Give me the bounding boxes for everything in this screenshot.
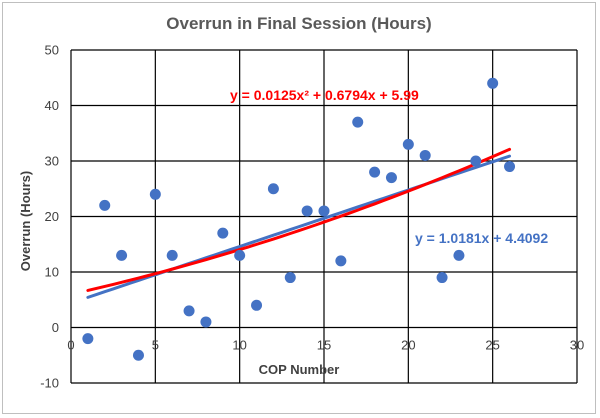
tick-labels: 0 5 10 15 20 25 30 -10 0 10 20 30 40 50 (40, 43, 584, 391)
chart-frame: Overrun in Final Session (Hours) 0 5 10 15 2… (2, 2, 596, 414)
data-point (149, 188, 161, 200)
x-tick-label: 10 (232, 338, 246, 353)
x-tick-label: 5 (152, 338, 159, 353)
data-point (183, 305, 195, 317)
data-point (487, 77, 499, 89)
data-point (385, 172, 397, 184)
data-point (284, 272, 296, 284)
x-tick-label: 15 (317, 338, 331, 353)
data-point (318, 205, 330, 217)
y-axis-label: Overrun (Hours) (18, 171, 33, 271)
data-point (217, 227, 229, 239)
y-tick-label: -10 (40, 376, 59, 391)
x-tick-label: 30 (570, 338, 584, 353)
y-tick-label: 0 (52, 320, 59, 335)
data-point (166, 249, 178, 261)
x-axis-label: COP Number (259, 362, 340, 377)
y-tick-label: 20 (45, 209, 59, 224)
data-point (234, 249, 246, 261)
data-point (301, 205, 313, 217)
polynomial-trendline (86, 147, 512, 292)
data-point (116, 249, 128, 261)
data-point (99, 199, 111, 211)
chart-title: Overrun in Final Session (Hours) (166, 14, 431, 33)
data-point (200, 316, 212, 328)
data-point (504, 161, 516, 173)
data-point (402, 138, 414, 150)
data-points (82, 77, 516, 361)
data-point (369, 166, 381, 178)
y-tick-label: 10 (45, 265, 59, 280)
x-tick-label: 20 (401, 338, 415, 353)
data-point (251, 299, 263, 311)
y-tick-label: 40 (45, 98, 59, 113)
y-tick-label: 30 (45, 154, 59, 169)
data-point (267, 183, 279, 195)
scatter-chart: Overrun in Final Session (Hours) 0 5 10 15 2… (18, 14, 584, 391)
data-point (132, 349, 144, 361)
trendlines (86, 147, 512, 299)
data-point (419, 149, 431, 161)
polynomial-equation: y = 0.0125x² + 0.6794x + 5.99 (230, 87, 419, 103)
data-point (470, 155, 482, 167)
data-point (82, 333, 94, 345)
grid (70, 49, 578, 384)
x-tick-label: 25 (485, 338, 499, 353)
data-point (335, 255, 347, 267)
data-point (436, 272, 448, 284)
y-tick-label: 50 (45, 43, 59, 58)
data-point (352, 116, 364, 128)
x-tick-label: 0 (67, 338, 74, 353)
data-point (453, 249, 465, 261)
linear-equation: y = 1.0181x + 4.4092 (415, 230, 548, 246)
